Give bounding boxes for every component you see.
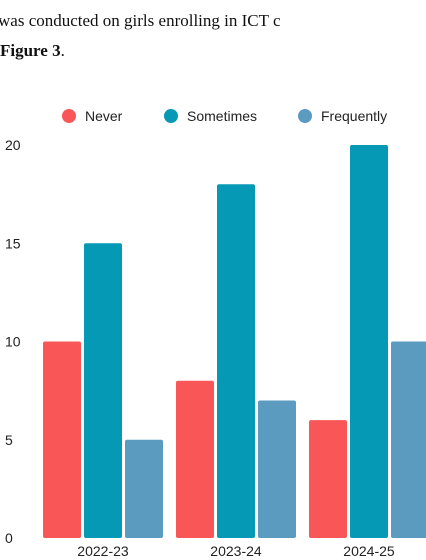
legend-marker-frequently <box>298 109 312 123</box>
bar-never-2023-24 <box>176 380 214 538</box>
bar-frequently-2022-23 <box>125 439 163 538</box>
y-tick-label: 10 <box>5 334 21 350</box>
chart-legend: Never Sometimes Frequently <box>62 108 387 124</box>
legend-marker-never <box>62 109 76 123</box>
y-tick-label: 20 <box>5 137 21 153</box>
figure-reference-line: Figure 3. <box>0 42 65 59</box>
body-text-line: was conducted on girls enrolling in ICT … <box>0 11 281 30</box>
figure-reference: Figure 3 <box>0 41 61 60</box>
x-axis: 2022-23 2023-24 2024-25 <box>77 543 395 559</box>
y-axis: 0 5 10 15 20 <box>5 137 21 546</box>
x-tick-label: 2022-23 <box>77 543 129 559</box>
bar-frequently-2023-24 <box>258 400 296 538</box>
y-tick-label: 0 <box>5 530 13 546</box>
bar-sometimes-2022-23 <box>84 243 122 538</box>
y-tick-label: 5 <box>5 432 13 448</box>
legend-marker-sometimes <box>164 109 178 123</box>
bar-frequently-2024-25 <box>391 341 426 538</box>
bar-sometimes-2023-24 <box>217 184 255 539</box>
bar-never-2024-25 <box>309 420 347 538</box>
bar-sometimes-2024-25 <box>350 145 388 538</box>
legend-label-never: Never <box>85 108 123 124</box>
legend-label-frequently: Frequently <box>321 108 387 124</box>
x-tick-label: 2023-24 <box>210 543 262 559</box>
legend-label-sometimes: Sometimes <box>187 108 257 124</box>
figure-reference-period: . <box>60 41 65 60</box>
bar-never-2022-23 <box>43 341 81 538</box>
bar-plot-area <box>43 145 426 539</box>
x-tick-label: 2024-25 <box>343 543 395 559</box>
y-tick-label: 15 <box>5 235 21 251</box>
